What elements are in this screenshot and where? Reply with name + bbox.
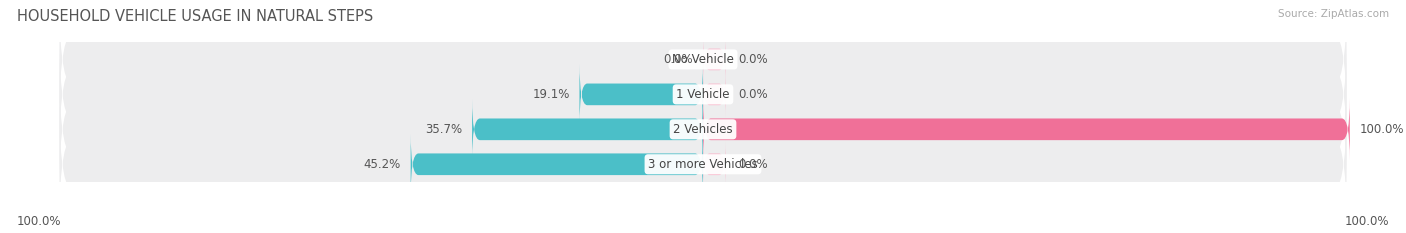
Text: 1 Vehicle: 1 Vehicle	[676, 88, 730, 101]
FancyBboxPatch shape	[59, 106, 1347, 222]
FancyBboxPatch shape	[703, 70, 725, 118]
FancyBboxPatch shape	[579, 63, 703, 125]
Text: HOUSEHOLD VEHICLE USAGE IN NATURAL STEPS: HOUSEHOLD VEHICLE USAGE IN NATURAL STEPS	[17, 9, 373, 24]
Text: 0.0%: 0.0%	[738, 158, 768, 171]
FancyBboxPatch shape	[703, 98, 1350, 160]
FancyBboxPatch shape	[59, 71, 1347, 187]
Text: 100.0%: 100.0%	[17, 215, 62, 228]
Text: 0.0%: 0.0%	[664, 53, 693, 66]
Text: Source: ZipAtlas.com: Source: ZipAtlas.com	[1278, 9, 1389, 19]
Text: 3 or more Vehicles: 3 or more Vehicles	[648, 158, 758, 171]
FancyBboxPatch shape	[59, 36, 1347, 152]
FancyBboxPatch shape	[703, 140, 725, 188]
Text: 45.2%: 45.2%	[364, 158, 401, 171]
Text: No Vehicle: No Vehicle	[672, 53, 734, 66]
Text: 19.1%: 19.1%	[533, 88, 569, 101]
FancyBboxPatch shape	[472, 98, 703, 160]
Text: 0.0%: 0.0%	[738, 88, 768, 101]
Text: 100.0%: 100.0%	[1344, 215, 1389, 228]
Text: 2 Vehicles: 2 Vehicles	[673, 123, 733, 136]
FancyBboxPatch shape	[59, 1, 1347, 117]
FancyBboxPatch shape	[703, 35, 725, 83]
Text: 100.0%: 100.0%	[1360, 123, 1405, 136]
Text: 35.7%: 35.7%	[425, 123, 463, 136]
Text: 0.0%: 0.0%	[738, 53, 768, 66]
FancyBboxPatch shape	[411, 133, 703, 195]
